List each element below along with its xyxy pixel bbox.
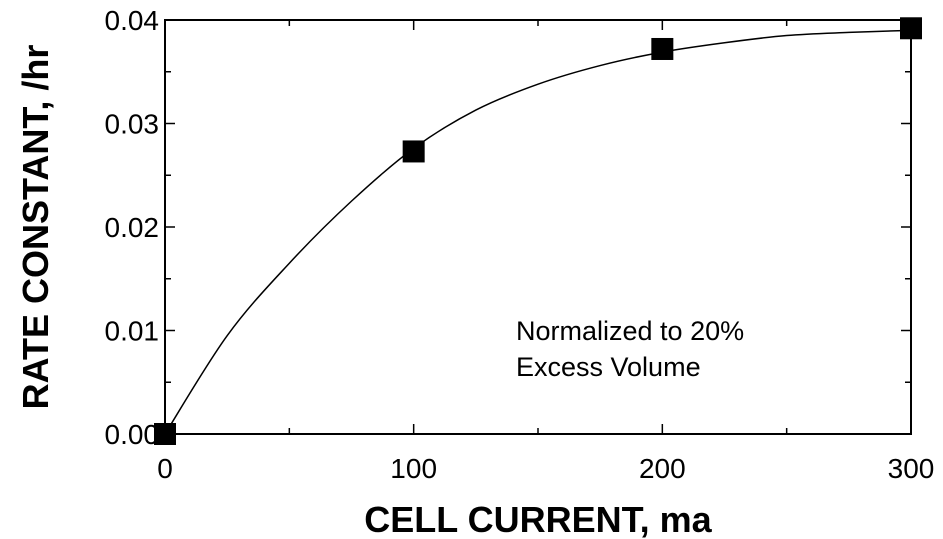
data-point-marker bbox=[900, 17, 922, 40]
annotation-line-2: Excess Volume bbox=[516, 352, 701, 382]
x-axis-title: CELL CURRENT, ma bbox=[364, 499, 712, 539]
data-point-marker bbox=[154, 423, 176, 445]
data-point-marker bbox=[651, 37, 674, 60]
y-tick-label: 0.03 bbox=[105, 109, 160, 140]
fit-curve bbox=[164, 29, 912, 435]
annotation-line-1: Normalized to 20% bbox=[516, 316, 744, 346]
x-tick-labels: 0 100 200 300 bbox=[157, 453, 934, 484]
y-tick-label: 0.04 bbox=[105, 5, 160, 36]
tick-marks bbox=[164, 19, 912, 435]
y-tick-labels: 0.00 0.01 0.02 0.03 0.04 bbox=[105, 5, 160, 450]
data-point-marker bbox=[402, 140, 425, 163]
x-tick-label: 300 bbox=[888, 453, 935, 484]
y-tick-label: 0.02 bbox=[105, 212, 160, 243]
x-tick-label: 100 bbox=[390, 453, 437, 484]
x-tick-label: 200 bbox=[639, 453, 686, 484]
y-tick-label: 0.01 bbox=[105, 316, 160, 347]
y-tick-label: 0.00 bbox=[105, 419, 160, 450]
x-tick-label: 0 bbox=[157, 453, 173, 484]
data-markers bbox=[154, 17, 922, 445]
y-axis-title: RATE CONSTANT, /hr bbox=[15, 45, 56, 410]
